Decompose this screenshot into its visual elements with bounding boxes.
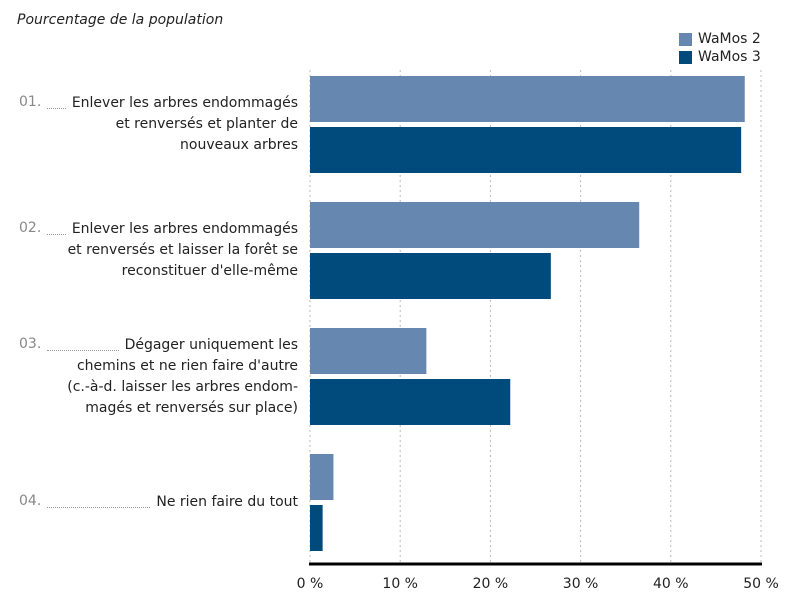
category-number: 02. [19,220,42,236]
category-label-line: Enlever les arbres endommagés [71,95,298,111]
bar-wamos-3-2 [310,253,551,299]
leader-dots [47,349,119,351]
x-tick-label: 10 % [382,576,418,592]
category-label-line: magés et renversés sur place) [85,399,298,416]
bar-wamos-3-4 [310,505,323,551]
legend-label: WaMos 3 [698,49,761,65]
category-label-line: Ne rien faire du tout [156,494,298,510]
leader-dots [47,234,66,235]
bar-wamos-2-4 [310,454,334,500]
legend: WaMos 2 WaMos 3 [679,30,761,66]
legend-swatch [679,50,692,64]
category-label: Enlever les arbres endommagés et renversé… [8,219,298,282]
leader-dots [47,507,150,508]
x-tick-label: 40 % [653,576,689,592]
legend-swatch [679,32,692,46]
category-number: 04. [19,493,42,509]
category-label-line: nouveaux arbres [180,137,298,153]
chart-subtitle: Pourcentage de la population [17,12,224,28]
x-tick-label: 50 % [743,576,779,592]
category-label-line: Enlever les arbres endommagés [71,221,298,237]
bar-wamos-3-1 [310,127,742,173]
bar-wamos-2-3 [310,328,427,374]
category-label-line: et renversés et laisser la forêt se [67,242,298,258]
bar-wamos-3-3 [310,379,511,425]
x-tick-label: 0 % [297,576,324,592]
bar-wamos-2-2 [310,202,640,248]
legend-label: WaMos 2 [698,31,761,47]
leader-dots [47,108,66,109]
category-label: Ne rien faire du tout [8,492,298,513]
category-label-line: reconstituer d'elle-même [121,263,298,279]
x-tick-label: 20 % [473,576,509,592]
category-label: Dégager uniquement les chemins et ne rien… [8,335,298,419]
category-number: 03. [19,335,42,352]
x-tick-label: 30 % [563,576,599,592]
category-label-line: (c.-à-d. laisser les arbres endom- [67,378,298,395]
legend-item-wamos2: WaMos 2 [679,30,761,48]
legend-item-wamos3: WaMos 3 [679,48,761,66]
category-label-line: et renversés et planter de [115,116,298,132]
category-label-line: Dégager uniquement les [124,336,298,353]
category-number: 01. [19,94,42,110]
bar-wamos-2-1 [310,76,745,122]
category-label-line: chemins et ne rien faire d'autre [76,357,298,374]
category-label: Enlever les arbres endommagés et renversé… [8,93,298,156]
